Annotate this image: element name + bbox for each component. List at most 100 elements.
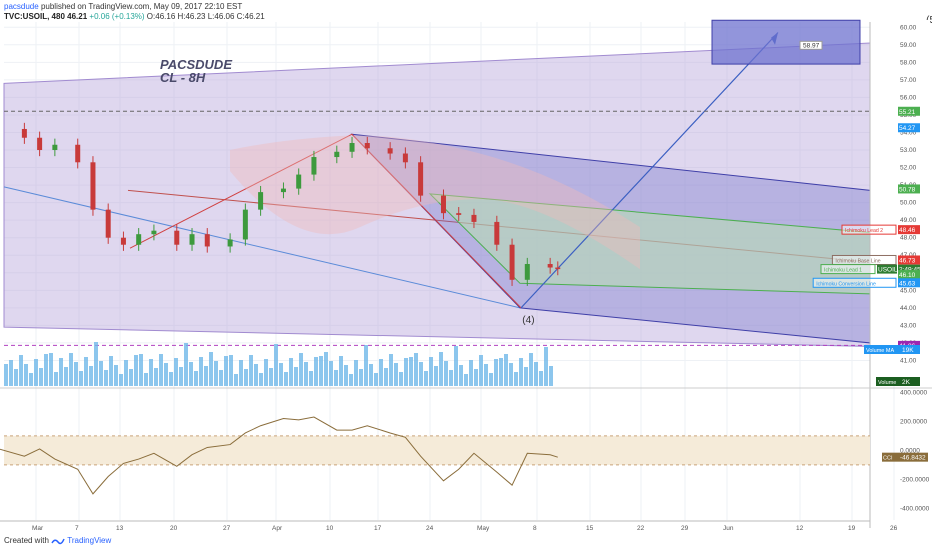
cci-band <box>4 435 870 465</box>
volume-bar <box>429 357 433 386</box>
candle-body <box>364 143 370 149</box>
volume-bar <box>329 361 333 386</box>
volume-bar <box>194 371 198 386</box>
candles <box>21 122 561 286</box>
volume-bar <box>509 363 513 386</box>
cci-name-label: CCI <box>883 456 893 462</box>
candle-body <box>52 144 58 151</box>
cci-tick-label: 400.0000 <box>900 389 927 396</box>
candle-body <box>471 214 477 222</box>
volume-bar <box>464 374 468 386</box>
candle-body <box>387 148 393 154</box>
elliott-wave-lines <box>129 133 522 309</box>
volume-bar <box>389 354 393 386</box>
time-tick-label: 13 <box>116 525 124 532</box>
price-label-bg <box>898 264 920 274</box>
footer: Created with TradingView <box>4 536 111 545</box>
volume-bar <box>439 352 443 386</box>
volume-value: 2K <box>902 379 911 386</box>
volume-bar <box>354 360 358 386</box>
indicator-label: Ichimoku Base Line <box>835 258 880 264</box>
volume-bar <box>394 363 398 386</box>
candle-body <box>242 209 248 240</box>
volume-bar <box>499 358 503 386</box>
price-label: 46.73 <box>899 257 916 264</box>
volume-bar <box>209 352 213 386</box>
volume-bar <box>489 373 493 386</box>
volume-bar <box>74 362 78 386</box>
candle-body <box>494 221 500 245</box>
volume-bar <box>69 353 73 386</box>
price-axis-bg <box>870 20 930 380</box>
target-label: 58.97 <box>803 42 820 49</box>
volume-bar <box>89 366 93 386</box>
volume-bar <box>289 358 293 386</box>
candle-body <box>227 239 233 247</box>
candle-body <box>75 144 81 163</box>
volume-bar <box>484 364 488 386</box>
volume-bar <box>34 359 38 386</box>
price-label: 50.78 <box>899 186 916 193</box>
price-tick-label: 53.00 <box>900 147 917 154</box>
volume-bar <box>24 364 28 386</box>
price-tick-label: 45.00 <box>900 287 917 294</box>
volume-bar <box>184 343 188 386</box>
price-tick-label: 50.00 <box>900 200 917 207</box>
candle-body <box>456 213 462 215</box>
volume-bar <box>549 366 553 386</box>
volume-bar <box>279 363 283 386</box>
volume-bar <box>274 344 278 386</box>
volume-bar <box>199 357 203 386</box>
price-label: 55.21 <box>899 109 916 116</box>
volume-bar <box>469 360 473 386</box>
price-label: 45.63 <box>899 280 916 287</box>
candle-body <box>296 174 302 189</box>
volume-bar <box>4 364 8 386</box>
volume-bar <box>344 365 348 386</box>
volume-bar <box>299 353 303 386</box>
price-label-bg <box>898 225 920 235</box>
price-change: +0.06 (+0.13%) <box>89 12 145 21</box>
volume-bar <box>224 356 228 386</box>
volume-bar <box>144 373 148 386</box>
volume-bar <box>319 356 323 386</box>
time-tick-label: 8 <box>533 525 537 532</box>
price-tick-label: 60.00 <box>900 24 917 31</box>
volume-bar <box>399 372 403 386</box>
watermark-line-1: PACSDUDE <box>160 57 232 72</box>
volume-bar <box>369 364 373 386</box>
volume-bar <box>539 371 543 386</box>
indicator-label: Ichimoku Lead 2 <box>845 228 883 234</box>
volume-bar <box>434 366 438 386</box>
volume-bar <box>404 358 408 386</box>
cci-name-bg <box>882 452 898 462</box>
price-tick-label: 58.00 <box>900 59 917 66</box>
tradingview-brand-link[interactable]: TradingView <box>67 536 112 545</box>
publish-info: pacsdude published on TradingView.com, M… <box>4 2 242 11</box>
volume-bar <box>189 362 193 386</box>
author-link[interactable]: pacsdude <box>4 2 39 11</box>
wave-label: (4) <box>522 315 534 326</box>
volume-label: Volume <box>878 380 896 386</box>
volume-ma-value-bg <box>900 345 920 354</box>
price-tick-label: 41.00 <box>900 357 917 364</box>
volume-label-bg <box>876 377 900 386</box>
projection-arrow <box>520 32 779 309</box>
volume-bar <box>534 362 538 386</box>
volume-bar <box>384 368 388 386</box>
volume-bar <box>164 363 168 386</box>
time-tick-label: 26 <box>890 525 898 532</box>
candle-body <box>174 230 180 245</box>
symbol-name[interactable]: TVC:USOIL, 480 <box>4 12 65 21</box>
price-tick-label: 48.00 <box>900 235 917 242</box>
price-tick-label: 52.00 <box>900 165 917 172</box>
price-tick-label: 59.00 <box>900 42 917 49</box>
price-tick-label: 44.00 <box>900 305 917 312</box>
volume-bar <box>514 372 518 386</box>
volume-bars <box>4 342 553 386</box>
volume-bar <box>264 359 268 386</box>
volume-bar <box>479 355 483 386</box>
candle-body <box>37 137 43 151</box>
